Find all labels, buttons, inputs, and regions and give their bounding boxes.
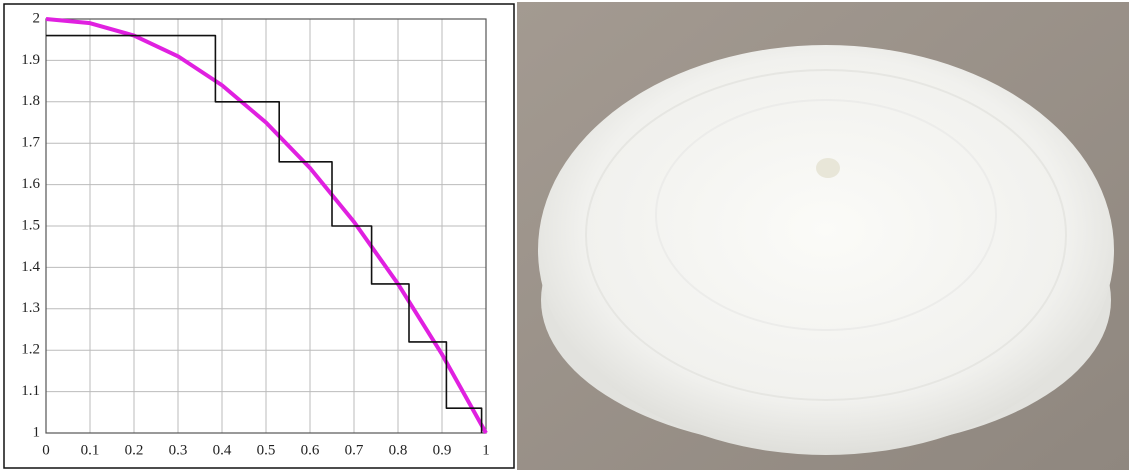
x-tick-label: 0.8: [389, 442, 408, 458]
figure: 0 0.1 0.2 0.3 0.4 0.5 0.6 0.7 0.8 0.9 1 1 1.1 1.2 1.3 1…: [0, 0, 1129, 472]
y-tick-label: 1.5: [21, 217, 40, 233]
x-tick-label: 0.3: [169, 442, 188, 458]
disc: [538, 45, 1114, 455]
x-tick-label: 0.1: [81, 442, 100, 458]
x-tick-label: 0.9: [433, 442, 452, 458]
x-tick-label: 0.6: [301, 442, 320, 458]
y-tick-label: 1.2: [21, 342, 40, 358]
x-tick-label: 1: [482, 442, 490, 458]
x-tick-label: 0.7: [345, 442, 364, 458]
y-tick-label: 1.6: [21, 176, 40, 192]
photo: [517, 2, 1129, 470]
y-tick-label: 1.1: [21, 383, 40, 399]
disc-center: [816, 158, 840, 178]
chart-frame: [4, 4, 514, 468]
y-tick-label: 2: [33, 10, 41, 26]
y-tick-label: 1: [33, 424, 41, 440]
y-tick-label: 1.4: [21, 259, 40, 275]
x-tick-label: 0.5: [257, 442, 276, 458]
y-tick-label: 1.9: [21, 52, 40, 68]
x-tick-label: 0.2: [125, 442, 144, 458]
y-tick-label: 1.7: [21, 135, 40, 151]
x-tick-label: 0.4: [213, 442, 232, 458]
y-tick-label: 1.3: [21, 300, 40, 316]
y-tick-label: 1.8: [21, 93, 40, 109]
x-tick-label: 0: [42, 442, 50, 458]
